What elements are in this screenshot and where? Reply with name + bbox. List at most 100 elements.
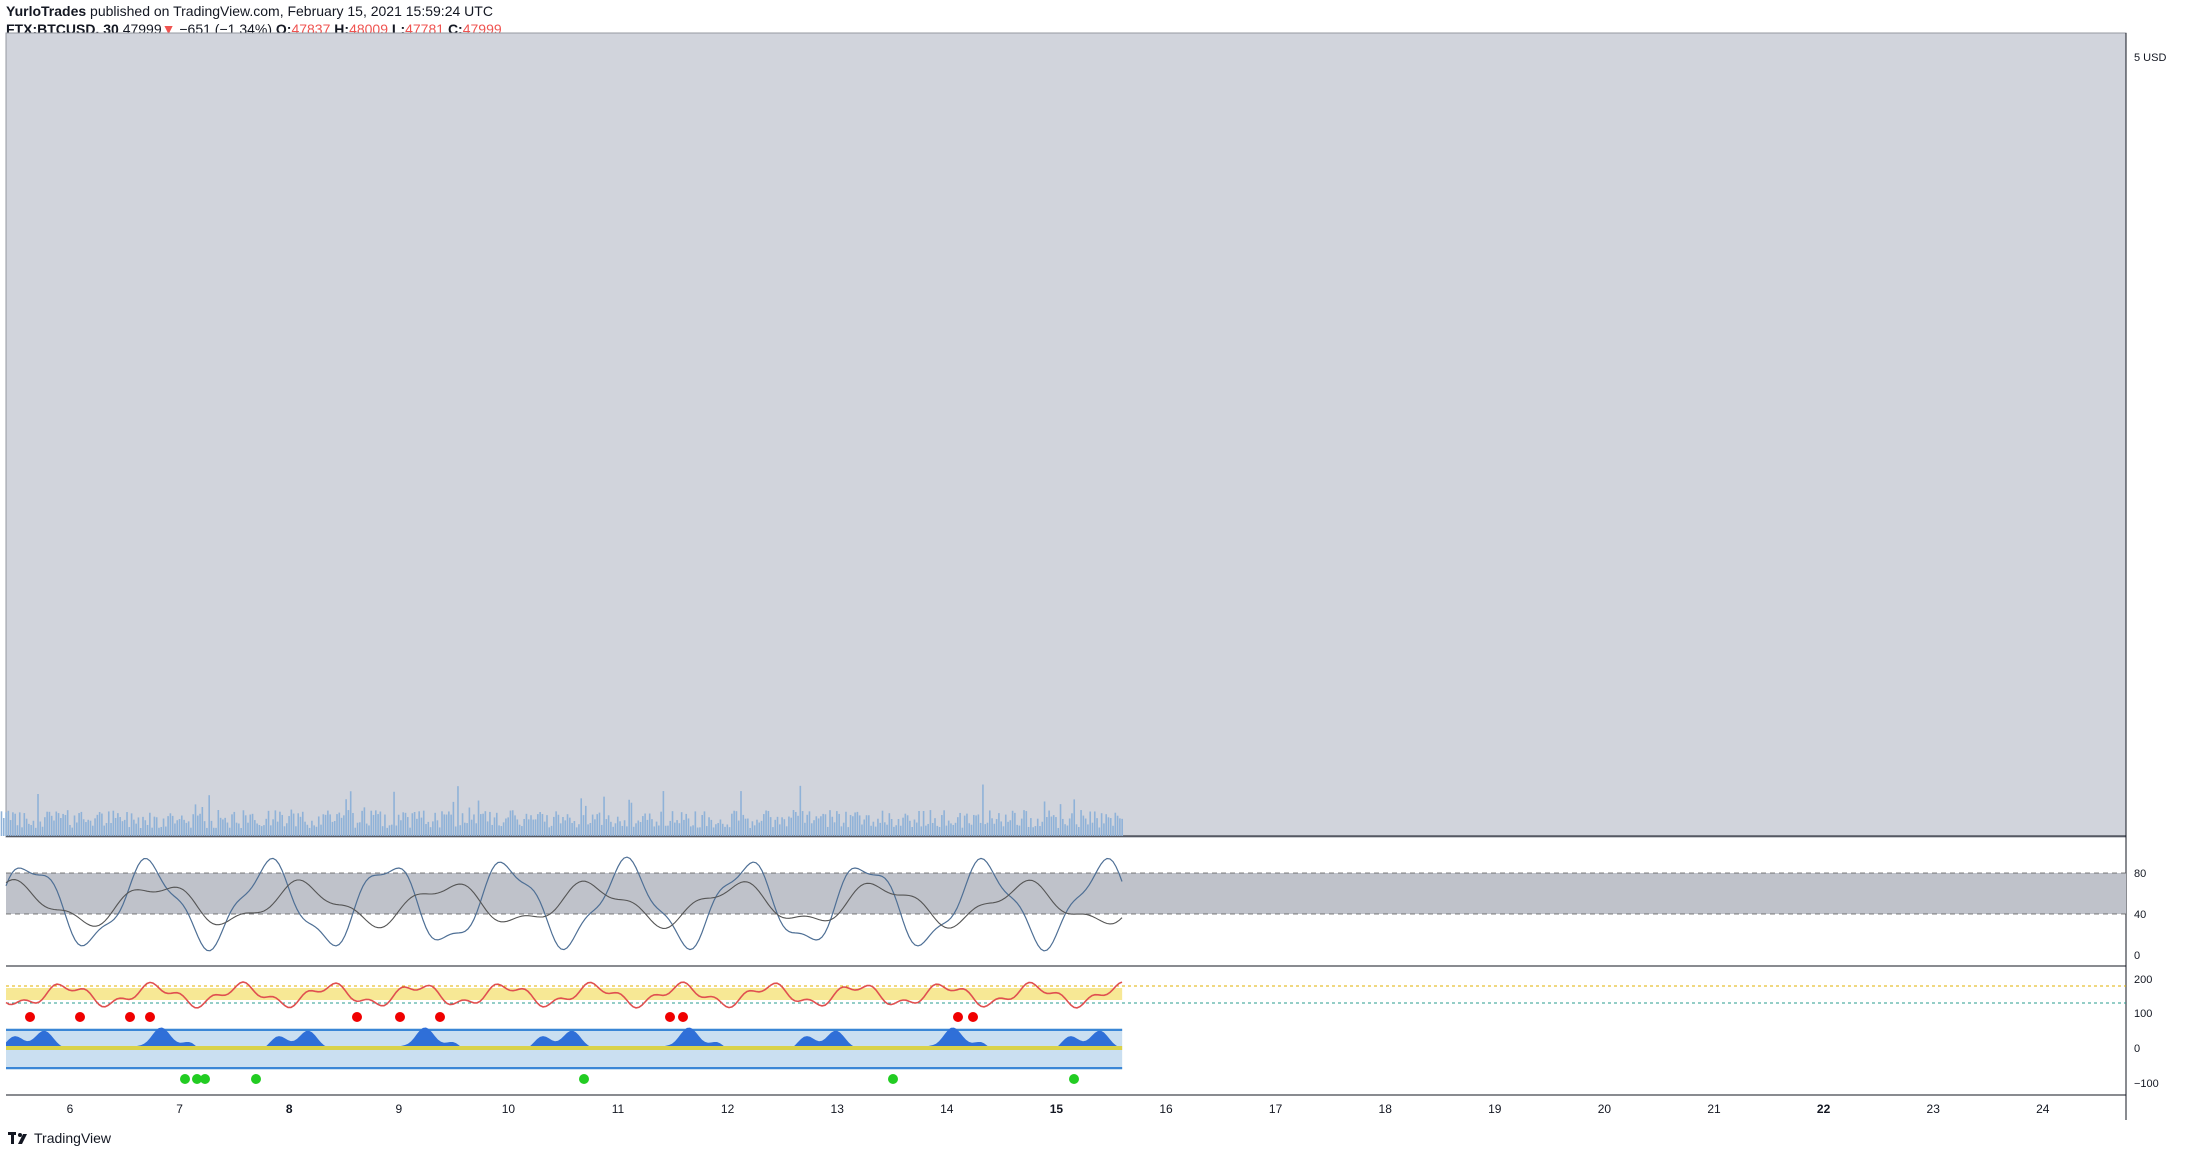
volume-bar	[126, 812, 128, 836]
volume-bar	[461, 813, 464, 836]
volume-bar	[356, 822, 359, 836]
green-signal-dot	[180, 1074, 190, 1084]
volume-bar	[507, 817, 509, 836]
time-tick-label: 17	[1269, 1102, 1283, 1116]
volume-bar	[206, 827, 208, 836]
volume-bar	[500, 826, 503, 836]
volume-bar	[1032, 827, 1034, 836]
volume-bar	[368, 825, 370, 836]
volume-bar	[925, 825, 927, 836]
volume-bar	[525, 813, 528, 836]
volume-bar	[509, 810, 512, 836]
volume-bar	[852, 816, 854, 836]
volume-bar	[913, 819, 916, 836]
volume-bar	[295, 826, 297, 836]
volume-bar	[365, 823, 368, 836]
volume-bar	[103, 825, 105, 836]
volume-bar	[1121, 818, 1123, 836]
volume-bar	[404, 812, 407, 836]
volume-bar	[443, 814, 446, 836]
volume-bar	[893, 826, 895, 836]
volume-bar	[502, 822, 505, 836]
volume-bar	[810, 823, 813, 836]
volume-bar	[1011, 810, 1014, 836]
volume-bar	[48, 811, 51, 836]
volume-bar	[1039, 826, 1041, 836]
volume-bar	[630, 802, 633, 836]
author-name[interactable]: YurloTrades	[6, 3, 87, 19]
volume-bar	[457, 786, 459, 836]
volume-bar	[1000, 821, 1002, 836]
volume-bar	[479, 814, 482, 836]
red-signal-dot	[395, 1012, 405, 1022]
green-signal-dot	[1069, 1074, 1079, 1084]
volume-bar	[183, 819, 185, 836]
volume-bar	[566, 814, 569, 836]
volume-bar	[464, 822, 466, 836]
volume-bar	[281, 814, 284, 836]
volume-bar	[621, 825, 624, 836]
volume-bar	[587, 824, 589, 836]
volume-bar	[977, 814, 980, 836]
volume-bar	[151, 827, 153, 836]
volume-bar	[788, 816, 790, 836]
volume-bar	[550, 825, 553, 836]
volume-bar	[514, 815, 516, 836]
red-signal-dot	[125, 1012, 135, 1022]
volume-bar	[142, 816, 144, 836]
volume-bar	[776, 816, 779, 836]
volume-bar	[1057, 827, 1060, 836]
volume-bar	[347, 810, 350, 836]
volume-bar	[648, 813, 651, 836]
volume-bar	[635, 823, 637, 836]
volume-bar	[381, 826, 384, 836]
volume-bar	[498, 825, 500, 836]
volume-bar	[117, 813, 119, 836]
volume-bar	[1062, 818, 1064, 836]
volume-bar	[1091, 822, 1094, 836]
volume-bar	[434, 812, 436, 836]
volume-bar	[637, 820, 640, 836]
volume-bar	[1041, 821, 1044, 836]
volume-bar	[619, 821, 621, 836]
volume-bar	[76, 822, 78, 836]
volume-bar	[543, 821, 546, 836]
volume-bar	[778, 824, 781, 836]
volume-bar	[180, 815, 183, 836]
volume-bar	[212, 827, 215, 836]
volume-bar	[238, 823, 240, 836]
volume-bar	[171, 815, 174, 836]
volume-bar	[1036, 818, 1039, 836]
volume-bar	[829, 810, 831, 836]
volume-bar	[883, 822, 886, 836]
volume-bar	[1018, 825, 1021, 836]
time-tick-label: 8	[286, 1102, 293, 1116]
oscillator-tick-label: 100	[2134, 1008, 2152, 1020]
volume-bar	[676, 820, 678, 836]
time-tick-label: 13	[831, 1102, 845, 1116]
volume-bar	[174, 823, 176, 836]
tradingview-brand[interactable]: TradingView	[8, 1130, 111, 1146]
volume-bar	[667, 825, 669, 836]
volume-bar	[822, 813, 824, 836]
volume-bar	[598, 812, 601, 836]
volume-bar	[931, 822, 934, 836]
volume-bar	[1100, 813, 1103, 836]
volume-bar	[331, 821, 334, 836]
volume-bar	[975, 815, 977, 836]
oscillator-red-line	[5, 981, 1123, 1009]
volume-bar	[1007, 821, 1009, 836]
volume-bar	[952, 824, 955, 836]
volume-bar	[537, 814, 539, 836]
volume-bar	[1043, 801, 1046, 836]
volume-bar	[571, 822, 573, 836]
volume-bar	[285, 823, 288, 836]
volume-bar	[274, 810, 277, 836]
volume-bar	[279, 811, 281, 836]
volume-bar	[37, 794, 39, 836]
volume-bar	[96, 814, 99, 836]
volume-bar	[518, 824, 521, 836]
volume-bar	[400, 820, 402, 836]
volume-bar	[121, 821, 124, 836]
